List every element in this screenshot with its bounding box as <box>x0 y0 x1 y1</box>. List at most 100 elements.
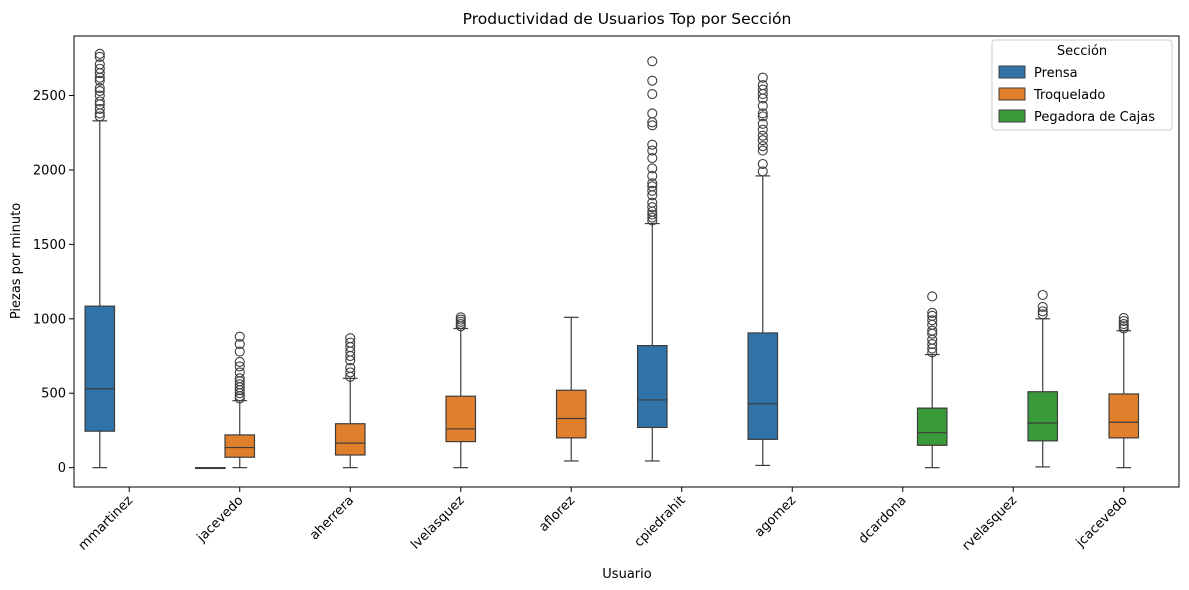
outlier-point <box>927 315 938 326</box>
box-agomez-prensa <box>747 72 779 467</box>
x-axis: mmartinez jacevedo aherrera lvelasquez aflor… <box>76 487 1131 554</box>
outlier-point <box>647 56 658 67</box>
box-mmartinez-prensa <box>84 48 116 469</box>
outlier-point <box>94 59 105 70</box>
outlier-point <box>757 108 768 119</box>
box-aflorez-troquelado <box>555 316 587 462</box>
outlier-point <box>234 356 245 368</box>
outlier-point <box>345 362 356 373</box>
outlier-point <box>94 103 105 114</box>
outlier-point <box>234 367 245 378</box>
outlier-point <box>647 202 658 213</box>
box-iqr <box>636 344 668 429</box>
y-tick-label: 500 <box>41 387 66 402</box>
box-jcacevedo-troquelado <box>1108 313 1140 469</box>
outlier-point <box>647 153 658 164</box>
outlier-point <box>647 181 658 192</box>
outlier-point <box>94 86 105 97</box>
legend-swatch <box>998 87 1026 101</box>
outlier-point <box>757 118 768 129</box>
y-tick-label: 2500 <box>33 89 66 104</box>
outlier-point <box>647 139 658 150</box>
x-tick-label: aherrera <box>307 493 357 543</box>
legend-swatch <box>998 65 1026 79</box>
outlier-point <box>234 373 245 384</box>
box-iqr <box>1027 391 1059 442</box>
outlier-point <box>455 312 466 323</box>
outlier-point <box>1037 306 1048 317</box>
box-dcardona-pegadora-de-cajas <box>916 291 948 469</box>
outlier-point <box>94 83 105 94</box>
outlier-point <box>927 325 938 336</box>
outlier-point <box>345 367 356 378</box>
outlier-point <box>757 111 768 122</box>
outlier-point <box>647 197 658 208</box>
outlier-point <box>647 170 658 181</box>
outlier-point <box>647 163 658 174</box>
outlier-point <box>234 361 245 372</box>
legend-box <box>991 39 1173 131</box>
outlier-point <box>1037 309 1048 320</box>
outlier-point <box>927 310 938 321</box>
box-aherrera-troquelado <box>334 333 366 469</box>
outlier-point <box>94 48 105 59</box>
box-iqr <box>445 395 477 443</box>
outlier-point <box>647 212 658 223</box>
outlier-point <box>757 145 768 156</box>
x-tick-label: dcardona <box>856 493 910 547</box>
x-tick-label: jacevedo <box>194 493 247 546</box>
box-iqr <box>224 434 256 458</box>
plot-frame <box>73 35 1180 488</box>
y-tick-label: 0 <box>58 461 66 476</box>
box-jacevedo-troquelado <box>224 331 256 469</box>
outlier-point <box>927 291 938 302</box>
box-iqr <box>916 407 948 446</box>
x-tick-label: aflorez <box>536 493 578 535</box>
outlier-point <box>94 75 105 86</box>
outlier-point <box>94 96 105 107</box>
box-iqr <box>1108 393 1140 439</box>
outlier-point <box>927 307 938 318</box>
outlier-point <box>647 185 658 196</box>
plot-area <box>84 48 1140 470</box>
outlier-point <box>647 178 658 189</box>
legend: Sección Prensa Troquelado Pegadora de Caja… <box>991 39 1173 131</box>
outlier-point <box>234 379 245 390</box>
outlier-point <box>647 145 658 156</box>
outlier-point <box>757 72 768 83</box>
outlier-point <box>927 347 938 358</box>
outlier-point <box>757 135 768 146</box>
outlier-point <box>1118 318 1129 330</box>
outlier-point <box>1118 313 1129 324</box>
x-tick-label: cpiedrahit <box>632 493 689 550</box>
outlier-point <box>94 51 105 62</box>
outlier-point <box>647 88 658 100</box>
outlier-point <box>757 141 768 152</box>
outlier-point <box>1037 289 1048 301</box>
outlier-point <box>234 331 245 342</box>
outlier-point <box>927 339 938 350</box>
outlier-point <box>234 346 245 357</box>
box-lvelasquez-troquelado <box>445 312 477 469</box>
y-axis-label: Piezas por minuto <box>9 203 24 319</box>
box-iqr <box>334 423 366 456</box>
chart-title: Productividad de Usuarios Top por Secció… <box>463 10 792 28</box>
x-tick-label: lvelasquez <box>408 493 467 552</box>
box-rvelasquez-pegadora-de-cajas <box>1027 289 1059 468</box>
legend-entry: Pegadora de Cajas <box>1034 110 1155 125</box>
x-tick-label: agomez <box>752 493 799 540</box>
outlier-point <box>1037 301 1048 312</box>
legend-entry: Prensa <box>1034 66 1078 81</box>
legend-title: Sección <box>1057 44 1107 59</box>
outlier-point <box>647 108 658 119</box>
box-iqr <box>747 332 779 440</box>
x-tick-label: rvelasquez <box>959 493 1020 554</box>
x-axis-label: Usuario <box>602 567 651 582</box>
box-jacevedo-prensa <box>194 467 226 470</box>
x-tick-label: mmartinez <box>76 493 137 554</box>
outlier-point <box>94 63 105 74</box>
outlier-point <box>757 124 768 135</box>
legend-swatch <box>998 109 1026 123</box>
x-tick-label: jcacevedo <box>1073 493 1131 551</box>
